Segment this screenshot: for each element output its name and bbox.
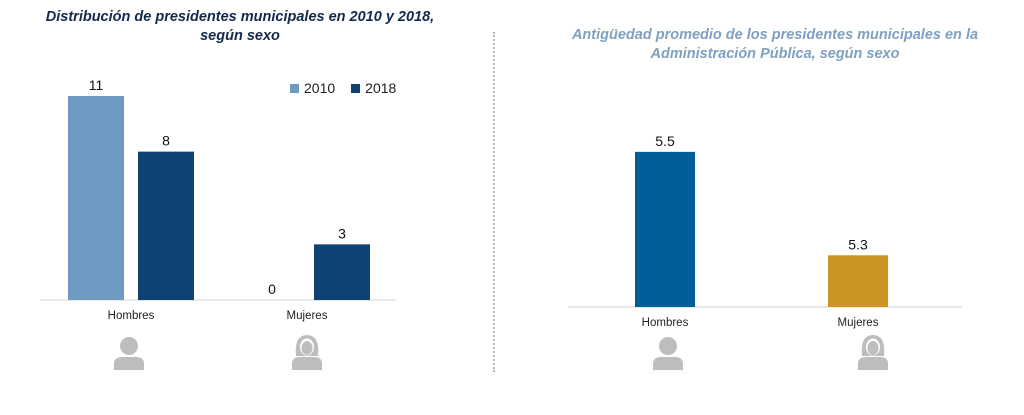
right-bar-chart: 5.5 Hombres 5.3 Mujeres xyxy=(568,133,962,370)
bar-hombres-2010 xyxy=(68,96,124,300)
bar-hombres-2018 xyxy=(138,151,194,300)
legend-swatch-2010 xyxy=(290,83,299,93)
data-label-mujeres-2010: 0 xyxy=(268,281,276,297)
data-label-mujeres-2018: 3 xyxy=(338,225,346,241)
male-person-icon xyxy=(653,337,683,370)
female-body-shape xyxy=(858,357,888,370)
left-chart-title-line-1: Distribución de presidentes municipales … xyxy=(45,9,435,25)
female-head-shape xyxy=(301,341,313,355)
female-person-icon xyxy=(858,335,888,370)
x-tick-label-hombres: Hombres xyxy=(108,310,155,322)
legend-label-2010: 2010 xyxy=(304,80,336,96)
data-label-hombres-2018: 8 xyxy=(162,133,170,149)
left-bar-chart: 11 8 Hombres 0 3 Mujeres xyxy=(40,77,396,370)
x-tick-label-mujeres: Mujeres xyxy=(287,310,328,322)
legend-item-2018: 2018 xyxy=(351,80,396,96)
female-body-shape xyxy=(292,357,322,370)
left-chart-legend: 2010 2018 xyxy=(290,80,412,96)
x-tick-label-avg-hombres: Hombres xyxy=(642,317,689,329)
left-chart-title: Distribución de presidentes municipales … xyxy=(20,8,460,46)
female-person-icon xyxy=(292,335,322,370)
left-chart-title-line-2: según sexo xyxy=(200,28,280,44)
male-head-shape xyxy=(120,337,138,355)
data-label-avg-hombres: 5.5 xyxy=(655,133,675,149)
right-chart-title: Antigüedad promedio de los presidentes m… xyxy=(540,26,1010,64)
legend-swatch-2018 xyxy=(351,83,361,93)
female-head-shape xyxy=(867,341,879,355)
right-chart-panel: Antigüedad promedio de los presidentes m… xyxy=(500,0,1024,415)
panel-divider xyxy=(493,32,495,372)
data-label-avg-mujeres: 5.3 xyxy=(848,236,868,252)
male-body-shape xyxy=(114,357,144,370)
legend-item-2010: 2010 xyxy=(290,80,335,96)
right-chart-title-line-1: Antigüedad promedio de los presidentes m… xyxy=(571,27,979,43)
male-body-shape xyxy=(653,357,683,370)
male-head-shape xyxy=(659,337,677,355)
legend-label-2018: 2018 xyxy=(365,80,397,96)
right-chart-title-line-2: Administración Pública, según sexo xyxy=(650,46,900,62)
bar-avg-mujeres xyxy=(828,255,888,307)
left-chart-panel: Distribución de presidentes municipales … xyxy=(0,0,490,415)
male-person-icon xyxy=(114,337,144,370)
x-tick-label-avg-mujeres: Mujeres xyxy=(838,317,879,329)
bar-avg-hombres xyxy=(635,151,695,307)
data-label-hombres-2010: 11 xyxy=(89,77,104,93)
bar-mujeres-2018 xyxy=(314,244,370,300)
